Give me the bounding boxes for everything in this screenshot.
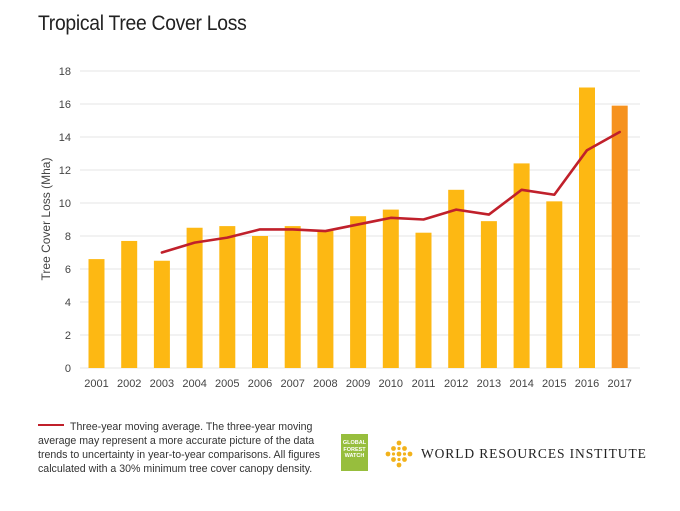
y-tick-label: 4	[65, 297, 71, 309]
legend-text: Three-year moving average. The three-yea…	[38, 421, 320, 475]
x-tick-label: 2013	[477, 378, 501, 390]
y-tick-label: 12	[59, 165, 71, 177]
legend: Three-year moving average. The three-yea…	[38, 420, 338, 476]
bar-2004	[187, 228, 203, 368]
bar-2001	[89, 259, 105, 368]
x-tick-label: 2008	[313, 378, 337, 390]
x-axis-ticks: 2001 2002 2003 2004 2005 2006 2007 2008 2009 2010…	[84, 378, 632, 390]
y-tick-label: 8	[65, 231, 71, 243]
x-tick-label: 2014	[509, 378, 533, 390]
x-tick-label: 2015	[542, 378, 566, 390]
bar-2009	[350, 216, 366, 368]
y-axis-label: Tree Cover Loss (Mha)	[39, 158, 53, 281]
x-tick-label: 2007	[280, 378, 304, 390]
x-tick-label: 2016	[575, 378, 599, 390]
bar-2005	[219, 226, 235, 368]
bars	[89, 88, 628, 369]
y-tick-label: 14	[59, 132, 71, 144]
y-tick-label: 18	[59, 66, 71, 78]
bar-2002	[121, 241, 137, 368]
bar-2017	[612, 106, 628, 368]
y-tick-label: 16	[59, 99, 71, 111]
bar-chart: 0 2 4 6 8 10 12 14 16 18 2001 2002 2003 2004 2005 2006…	[0, 0, 680, 400]
bar-2006	[252, 236, 268, 368]
bar-2012	[448, 190, 464, 368]
wri-emblem-icon	[385, 440, 413, 468]
y-tick-label: 0	[65, 363, 71, 375]
wri-logo: WORLD RESOURCES INSTITUTE	[385, 440, 647, 468]
x-tick-label: 2004	[182, 378, 206, 390]
y-tick-label: 10	[59, 198, 71, 210]
bar-2007	[285, 226, 301, 368]
x-tick-label: 2017	[607, 378, 631, 390]
bar-2015	[546, 201, 562, 368]
x-tick-label: 2005	[215, 378, 239, 390]
bar-2016	[579, 88, 595, 369]
x-tick-label: 2011	[412, 378, 436, 390]
x-tick-label: 2006	[248, 378, 272, 390]
y-axis-ticks: 0 2 4 6 8 10 12 14 16 18	[59, 66, 71, 375]
bar-2010	[383, 210, 399, 368]
x-tick-label: 2010	[379, 378, 403, 390]
x-tick-label: 2012	[444, 378, 468, 390]
y-tick-label: 2	[65, 330, 71, 342]
y-tick-label: 6	[65, 264, 71, 276]
x-tick-label: 2009	[346, 378, 370, 390]
global-forest-watch-logo: GLOBAL FOREST WATCH	[341, 434, 368, 471]
bar-2003	[154, 261, 170, 368]
legend-line-swatch	[38, 424, 64, 426]
wri-logo-text: WORLD RESOURCES INSTITUTE	[421, 446, 647, 462]
x-tick-label: 2003	[150, 378, 174, 390]
x-tick-label: 2001	[84, 378, 108, 390]
x-tick-label: 2002	[117, 378, 141, 390]
bar-2008	[317, 231, 333, 368]
bar-2011	[416, 233, 432, 368]
bar-2013	[481, 221, 497, 368]
